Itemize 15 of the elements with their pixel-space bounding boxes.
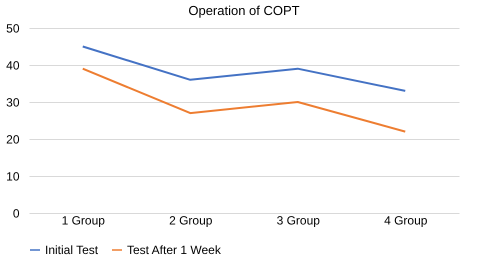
x-tick-label: 4 Group bbox=[384, 214, 428, 228]
y-tick-label: 10 bbox=[6, 170, 20, 184]
legend-label: Test After 1 Week bbox=[127, 243, 222, 257]
legend-label: Initial Test bbox=[45, 243, 99, 257]
x-tick-label: 3 Group bbox=[276, 214, 320, 228]
chart-title: Operation of COPT bbox=[188, 3, 300, 18]
line-series bbox=[82, 68, 406, 133]
y-tick-label: 40 bbox=[6, 58, 20, 72]
y-tick-label: 0 bbox=[12, 206, 20, 220]
y-tick-label: 30 bbox=[6, 96, 20, 110]
x-tick-label: 2 Group bbox=[169, 214, 213, 228]
y-tick-label: 20 bbox=[6, 132, 20, 146]
y-tick-label: 50 bbox=[6, 22, 20, 36]
x-tick-label: 1 Group bbox=[62, 214, 106, 228]
line-series bbox=[82, 46, 406, 92]
